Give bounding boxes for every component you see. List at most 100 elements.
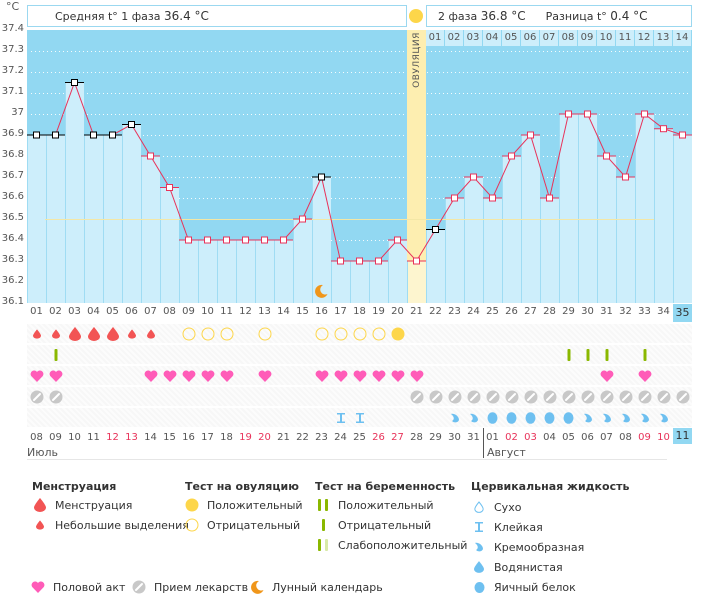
cycle-day-label[interactable]: 18 — [353, 306, 366, 317]
calendar-date[interactable]: 01 — [486, 432, 499, 443]
pill-icon[interactable] — [616, 387, 635, 406]
pill-icon[interactable] — [654, 387, 673, 406]
cycle-day-label[interactable]: 12 — [239, 306, 252, 317]
cycle-day-label[interactable]: 23 — [448, 306, 461, 317]
pill-icon[interactable] — [27, 387, 46, 406]
cycle-day-label[interactable]: 04 — [87, 306, 100, 317]
heart-icon[interactable] — [179, 366, 198, 385]
cycle-day-label[interactable]: 03 — [68, 306, 81, 317]
cycle-day-label[interactable]: 06 — [125, 306, 138, 317]
calendar-date[interactable]: 16 — [182, 432, 195, 443]
pill-icon[interactable] — [540, 387, 559, 406]
pill-icon[interactable] — [521, 387, 540, 406]
hourglass-icon[interactable] — [331, 408, 350, 427]
calendar-date[interactable]: 02 — [505, 432, 518, 443]
cycle-day-label[interactable]: 08 — [163, 306, 176, 317]
cycle-day-label[interactable]: 25 — [486, 306, 499, 317]
calendar-date[interactable]: 06 — [581, 432, 594, 443]
single-bar-icon[interactable] — [597, 345, 616, 364]
calendar-date[interactable]: 24 — [334, 432, 347, 443]
calendar-date[interactable]: 03 — [524, 432, 537, 443]
small-drop-icon[interactable] — [141, 324, 160, 343]
calendar-date[interactable]: 09 — [49, 432, 62, 443]
empty-circle-icon[interactable] — [369, 324, 388, 343]
egg-icon[interactable] — [483, 408, 502, 427]
cycle-day-label[interactable]: 19 — [372, 306, 385, 317]
cycle-day-label[interactable]: 16 — [315, 306, 328, 317]
heart-icon[interactable] — [217, 366, 236, 385]
pill-icon[interactable] — [502, 387, 521, 406]
calendar-date[interactable]: 15 — [163, 432, 176, 443]
calendar-date[interactable]: 11 — [87, 432, 100, 443]
pill-icon[interactable] — [597, 387, 616, 406]
calendar-date[interactable]: 18 — [220, 432, 233, 443]
cycle-day-label[interactable]: 28 — [543, 306, 556, 317]
egg-icon[interactable] — [540, 408, 559, 427]
egg-icon[interactable] — [502, 408, 521, 427]
pill-icon[interactable] — [464, 387, 483, 406]
creamy-drop-icon[interactable] — [578, 408, 597, 427]
heart-icon[interactable] — [597, 366, 616, 385]
calendar-date[interactable]: 10 — [657, 432, 670, 443]
calendar-date[interactable]: 11 — [673, 428, 692, 444]
calendar-date[interactable]: 04 — [543, 432, 556, 443]
cycle-day-label[interactable]: 21 — [410, 306, 423, 317]
creamy-drop-icon[interactable] — [597, 408, 616, 427]
pill-icon[interactable] — [407, 387, 426, 406]
cycle-day-label[interactable]: 27 — [524, 306, 537, 317]
empty-circle-icon[interactable] — [312, 324, 331, 343]
cycle-day-label[interactable]: 01 — [30, 306, 43, 317]
empty-circle-icon[interactable] — [179, 324, 198, 343]
calendar-date[interactable]: 21 — [277, 432, 290, 443]
cycle-day-label[interactable]: 14 — [277, 306, 290, 317]
heart-icon[interactable] — [635, 366, 654, 385]
single-bar-icon[interactable] — [635, 345, 654, 364]
calendar-date[interactable]: 29 — [429, 432, 442, 443]
heart-icon[interactable] — [255, 366, 274, 385]
cycle-day-label[interactable]: 32 — [619, 306, 632, 317]
calendar-date[interactable]: 08 — [619, 432, 632, 443]
cycle-day-label[interactable]: 10 — [201, 306, 214, 317]
creamy-drop-icon[interactable] — [445, 408, 464, 427]
calendar-date[interactable]: 25 — [353, 432, 366, 443]
cycle-day-label[interactable]: 26 — [505, 306, 518, 317]
pill-icon[interactable] — [559, 387, 578, 406]
cycle-day-label[interactable]: 05 — [106, 306, 119, 317]
small-drop-icon[interactable] — [46, 324, 65, 343]
calendar-date[interactable]: 30 — [448, 432, 461, 443]
hourglass-icon[interactable] — [350, 408, 369, 427]
calendar-date[interactable]: 09 — [638, 432, 651, 443]
cycle-day-label[interactable]: 20 — [391, 306, 404, 317]
egg-icon[interactable] — [559, 408, 578, 427]
cycle-day-label[interactable]: 33 — [638, 306, 651, 317]
heart-icon[interactable] — [27, 366, 46, 385]
calendar-date[interactable]: 26 — [372, 432, 385, 443]
heart-icon[interactable] — [388, 366, 407, 385]
calendar-date[interactable]: 22 — [296, 432, 309, 443]
cycle-day-label[interactable]: 07 — [144, 306, 157, 317]
cycle-day-label[interactable]: 34 — [657, 306, 670, 317]
cycle-day-label[interactable]: 22 — [429, 306, 442, 317]
cycle-day-label[interactable]: 17 — [334, 306, 347, 317]
calendar-date[interactable]: 27 — [391, 432, 404, 443]
calendar-date[interactable]: 19 — [239, 432, 252, 443]
cycle-day-label[interactable]: 02 — [49, 306, 62, 317]
small-drop-icon[interactable] — [27, 324, 46, 343]
calendar-date[interactable]: 28 — [410, 432, 423, 443]
heart-icon[interactable] — [407, 366, 426, 385]
calendar-date[interactable]: 17 — [201, 432, 214, 443]
heart-icon[interactable] — [198, 366, 217, 385]
calendar-date[interactable]: 14 — [144, 432, 157, 443]
cycle-day-label[interactable]: 15 — [296, 306, 309, 317]
pill-icon[interactable] — [426, 387, 445, 406]
calendar-date[interactable]: 07 — [600, 432, 613, 443]
small-drop-icon[interactable] — [122, 324, 141, 343]
cycle-day-label[interactable]: 35 — [673, 304, 692, 322]
filled-circle-icon[interactable] — [388, 324, 407, 343]
heart-icon[interactable] — [160, 366, 179, 385]
creamy-drop-icon[interactable] — [616, 408, 635, 427]
single-bar-icon[interactable] — [46, 345, 65, 364]
cycle-day-label[interactable]: 29 — [562, 306, 575, 317]
blood-drop-icon[interactable] — [65, 324, 84, 343]
single-bar-icon[interactable] — [578, 345, 597, 364]
